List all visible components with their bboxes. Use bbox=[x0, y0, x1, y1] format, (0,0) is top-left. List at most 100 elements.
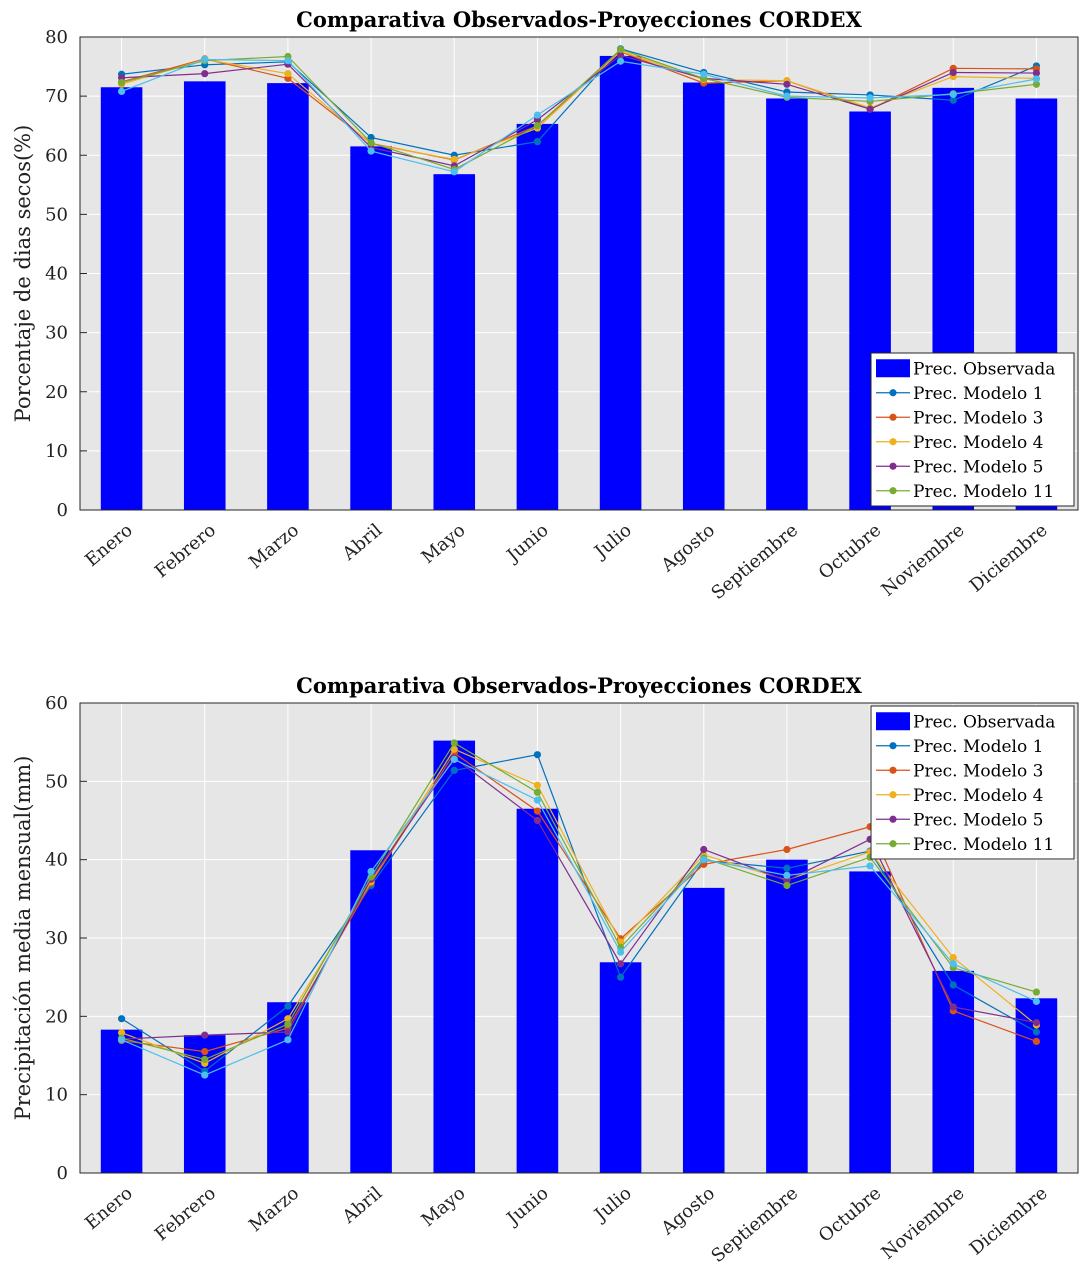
legend-swatch-bar bbox=[876, 359, 910, 378]
x-tick-label: Marzo bbox=[245, 520, 303, 573]
y-tick-label: 80 bbox=[45, 27, 68, 48]
series-point-5 bbox=[284, 1020, 292, 1028]
x-tick-label: Febrero bbox=[151, 520, 220, 583]
series-point-5 bbox=[533, 788, 542, 796]
axes-box bbox=[79, 36, 1079, 511]
series-point-6 bbox=[284, 57, 292, 65]
bar-mayo bbox=[433, 174, 476, 511]
series-point-3 bbox=[450, 155, 458, 163]
bar-octubre bbox=[849, 871, 891, 1173]
series-point-1 bbox=[450, 766, 458, 774]
chart-dry-days-svg: Comparativa Observados-Proyecciones CORD… bbox=[11, 7, 1079, 604]
y-tick-label: 70 bbox=[45, 86, 68, 107]
bar-febrero bbox=[183, 81, 226, 510]
series-point-6 bbox=[533, 796, 542, 804]
series-point-4 bbox=[700, 845, 708, 854]
series-point-4 bbox=[201, 70, 209, 78]
legend-entry: Prec. Modelo 5 bbox=[913, 810, 1043, 830]
legend-entry: Prec. Modelo 3 bbox=[913, 761, 1043, 781]
x-tick-label: Diciembre bbox=[966, 520, 1052, 597]
series-point-6 bbox=[201, 55, 209, 64]
x-tick-label: Abril bbox=[338, 520, 387, 566]
legend-swatch-marker bbox=[889, 742, 897, 750]
series-line-3 bbox=[121, 748, 1037, 1064]
series-point-4 bbox=[616, 960, 625, 968]
legend-swatch-marker bbox=[889, 840, 897, 848]
y-tick-label: 0 bbox=[57, 500, 68, 521]
series-point-1 bbox=[117, 1015, 126, 1023]
series-point-5 bbox=[450, 739, 458, 747]
series-point-3 bbox=[533, 781, 542, 789]
bar-abril bbox=[350, 146, 392, 510]
chart-monthly-precipitation-svg: Comparativa Observados-Proyecciones CORD… bbox=[11, 673, 1079, 1267]
series-point-5 bbox=[783, 881, 791, 890]
bar-mayo bbox=[433, 740, 476, 1173]
x-tick-label: Enero bbox=[81, 520, 136, 571]
series-point-2 bbox=[533, 807, 542, 815]
series-point-4 bbox=[949, 1003, 957, 1011]
bar-marzo bbox=[267, 83, 309, 511]
series-point-1 bbox=[533, 751, 542, 759]
legend-entry: Prec. Observada bbox=[913, 712, 1055, 732]
legend-entry: Prec. Observada bbox=[913, 359, 1055, 379]
series-point-6 bbox=[866, 862, 874, 870]
x-tick-label: Enero bbox=[81, 1183, 136, 1234]
y-tick-label: 20 bbox=[45, 1006, 68, 1027]
y-tick-label: 0 bbox=[57, 1163, 68, 1184]
series-point-5 bbox=[616, 45, 625, 54]
series-point-4 bbox=[533, 816, 542, 825]
bar-septiembre bbox=[766, 859, 808, 1173]
series-point-4 bbox=[1032, 1019, 1041, 1027]
legend-swatch-marker bbox=[889, 389, 897, 397]
bar-junio bbox=[516, 123, 559, 510]
legend-swatch-marker bbox=[889, 766, 897, 774]
legend-entry: Prec. Modelo 11 bbox=[913, 482, 1054, 502]
bar-agosto bbox=[682, 82, 725, 511]
series-point-6 bbox=[866, 94, 874, 102]
legend-entry: Prec. Modelo 3 bbox=[913, 408, 1043, 428]
series-point-6 bbox=[367, 867, 375, 876]
x-tick-label: Agosto bbox=[657, 1183, 719, 1240]
series-point-6 bbox=[201, 1071, 209, 1079]
x-tick-label: Febrero bbox=[151, 1183, 220, 1246]
y-tick-label: 10 bbox=[45, 441, 68, 462]
axes-box bbox=[79, 702, 1079, 1174]
series-point-4 bbox=[616, 51, 625, 59]
legend-entry: Prec. Modelo 11 bbox=[913, 835, 1054, 855]
series-point-1 bbox=[284, 1002, 292, 1010]
x-tick-label: Septiembre bbox=[707, 1183, 802, 1267]
series-line-1 bbox=[121, 48, 1037, 156]
y-tick-label: 30 bbox=[45, 323, 68, 344]
legend-entry: Prec. Modelo 5 bbox=[913, 457, 1043, 477]
chart-monthly-precipitation: Comparativa Observados-Proyecciones CORD… bbox=[0, 660, 1080, 1281]
series-point-1 bbox=[616, 973, 625, 981]
series-point-1 bbox=[949, 981, 957, 989]
x-tick-label: Septiembre bbox=[707, 520, 802, 604]
series-point-6 bbox=[533, 111, 542, 119]
y-tick-label: 50 bbox=[45, 771, 68, 792]
series-point-2 bbox=[1032, 1037, 1041, 1045]
series-line-6 bbox=[121, 58, 1037, 173]
series-point-5 bbox=[201, 1055, 209, 1064]
series-point-5 bbox=[533, 122, 542, 130]
y-tick-label: 50 bbox=[45, 204, 68, 225]
series-point-3 bbox=[949, 953, 957, 962]
series-point-5 bbox=[1032, 988, 1041, 996]
bar-agosto bbox=[682, 887, 725, 1173]
legend-swatch-bar bbox=[876, 712, 910, 731]
x-tick-label: Agosto bbox=[657, 520, 719, 577]
x-tick-label: Octubre bbox=[815, 520, 886, 584]
series-point-4 bbox=[201, 1031, 209, 1039]
x-tick-label: Junio bbox=[502, 1183, 553, 1231]
series-point-6 bbox=[700, 856, 708, 864]
legend-entry: Prec. Modelo 4 bbox=[913, 433, 1043, 453]
x-tick-label: Junio bbox=[502, 520, 553, 568]
series-line-1 bbox=[121, 754, 1037, 1072]
chart-title: Comparativa Observados-Proyecciones CORD… bbox=[296, 673, 862, 698]
series-point-6 bbox=[616, 948, 625, 956]
series-point-6 bbox=[367, 147, 375, 155]
bar-enero bbox=[100, 1029, 143, 1173]
series-point-1 bbox=[949, 96, 957, 104]
series-point-4 bbox=[783, 80, 791, 88]
series-point-6 bbox=[783, 871, 791, 879]
